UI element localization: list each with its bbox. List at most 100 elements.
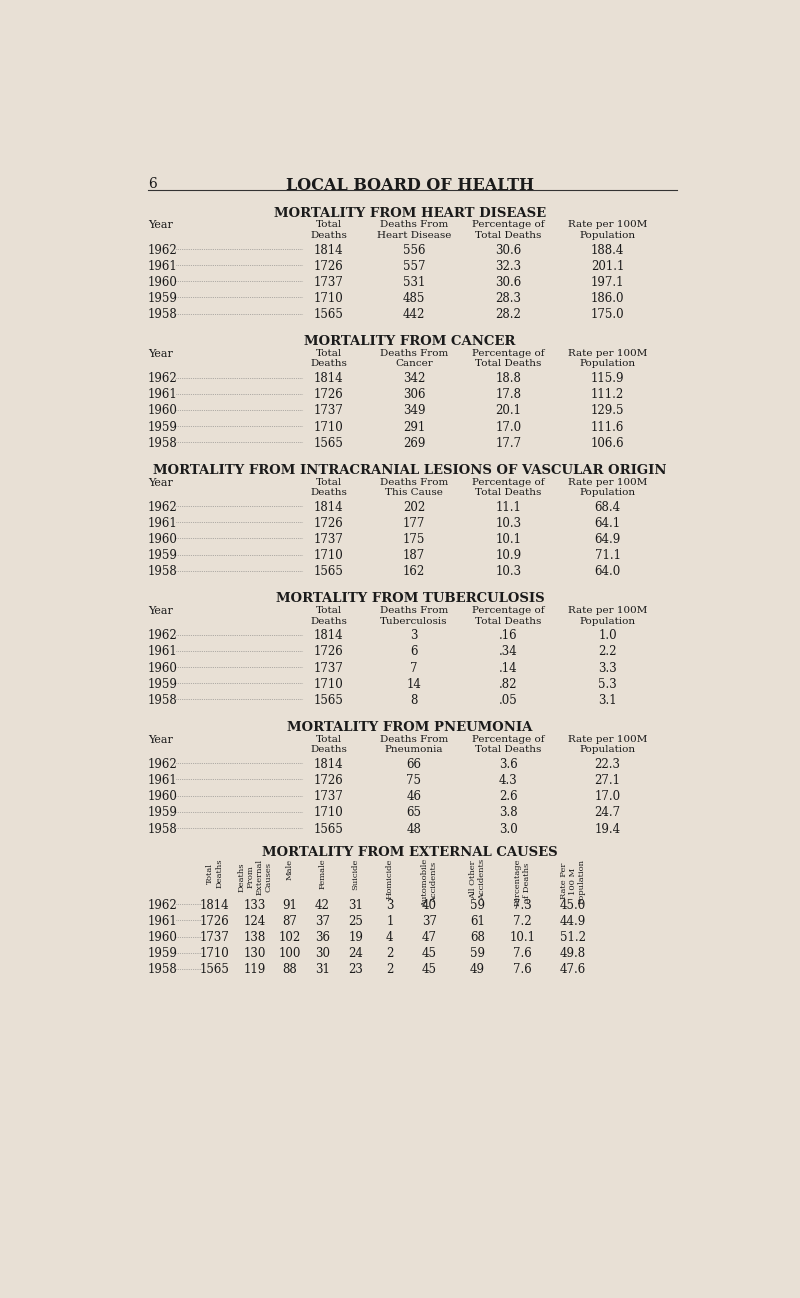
Text: 30: 30 [315,948,330,961]
Text: 88: 88 [282,963,298,976]
Text: 175.0: 175.0 [591,308,625,321]
Text: 17.0: 17.0 [495,421,522,434]
Text: 1962: 1962 [148,630,178,643]
Text: Deaths From
Heart Disease: Deaths From Heart Disease [377,221,451,240]
Text: 2.2: 2.2 [598,645,617,658]
Text: Deaths From
Cancer: Deaths From Cancer [380,349,448,369]
Text: Percentage of
Total Deaths: Percentage of Total Deaths [472,735,545,754]
Text: 3.3: 3.3 [598,662,617,675]
Text: 1962: 1962 [148,501,178,514]
Text: 17.7: 17.7 [495,437,522,450]
Text: 14: 14 [406,678,422,691]
Text: 1737: 1737 [314,533,343,546]
Text: 1737: 1737 [200,931,230,944]
Text: 291: 291 [402,421,425,434]
Text: 1814: 1814 [314,244,343,257]
Text: Year: Year [148,478,173,488]
Text: 133: 133 [244,898,266,911]
Text: 49: 49 [470,963,485,976]
Text: 91: 91 [282,898,298,911]
Text: 188.4: 188.4 [591,244,624,257]
Text: 7.6: 7.6 [513,963,532,976]
Text: 37: 37 [315,915,330,928]
Text: 10.3: 10.3 [495,517,522,530]
Text: 7: 7 [410,662,418,675]
Text: Percentage of
Total Deaths: Percentage of Total Deaths [472,478,545,497]
Text: 1958: 1958 [148,308,178,321]
Text: Total
Deaths: Total Deaths [310,349,347,369]
Text: 66: 66 [406,758,422,771]
Text: 37: 37 [422,915,437,928]
Text: 3.6: 3.6 [499,758,518,771]
Text: 1959: 1959 [148,806,178,819]
Text: 28.3: 28.3 [495,292,522,305]
Text: 1958: 1958 [148,963,178,976]
Text: 1814: 1814 [200,898,230,911]
Text: 30.6: 30.6 [495,244,522,257]
Text: 51.2: 51.2 [560,931,586,944]
Text: 65: 65 [406,806,422,819]
Text: 30.6: 30.6 [495,276,522,289]
Text: Automobile
Accidents: Automobile Accidents [421,859,438,907]
Text: 349: 349 [402,405,425,418]
Text: Percentage of
Total Deaths: Percentage of Total Deaths [472,349,545,369]
Text: 1814: 1814 [314,501,343,514]
Text: .14: .14 [499,662,518,675]
Text: 28.2: 28.2 [495,308,522,321]
Text: 10.3: 10.3 [495,566,522,579]
Text: 1960: 1960 [148,662,178,675]
Text: 68.4: 68.4 [594,501,621,514]
Text: 10.1: 10.1 [510,931,535,944]
Text: 87: 87 [282,915,298,928]
Text: 557: 557 [402,260,425,273]
Text: 24: 24 [348,948,363,961]
Text: 1565: 1565 [200,963,230,976]
Text: 47: 47 [422,931,437,944]
Text: 68: 68 [470,931,485,944]
Text: 1726: 1726 [200,915,230,928]
Text: Rate per 100M
Population: Rate per 100M Population [568,221,647,240]
Text: 32.3: 32.3 [495,260,522,273]
Text: Total
Deaths: Total Deaths [310,735,347,754]
Text: 3.1: 3.1 [598,694,617,707]
Text: MORTALITY FROM PNEUMONIA: MORTALITY FROM PNEUMONIA [287,720,533,733]
Text: 61: 61 [470,915,485,928]
Text: 175: 175 [402,533,425,546]
Text: 1959: 1959 [148,292,178,305]
Text: Year: Year [148,349,173,360]
Text: 64.1: 64.1 [594,517,621,530]
Text: MORTALITY FROM EXTERNAL CAUSES: MORTALITY FROM EXTERNAL CAUSES [262,846,558,859]
Text: 1710: 1710 [200,948,230,961]
Text: 1726: 1726 [314,645,343,658]
Text: 1961: 1961 [148,388,178,401]
Text: 1961: 1961 [148,260,178,273]
Text: 49.8: 49.8 [560,948,586,961]
Text: 115.9: 115.9 [591,373,624,386]
Text: 442: 442 [402,308,425,321]
Text: 44.9: 44.9 [560,915,586,928]
Text: MORTALITY FROM INTRACRANIAL LESIONS OF VASCULAR ORIGIN: MORTALITY FROM INTRACRANIAL LESIONS OF V… [154,463,666,476]
Text: 138: 138 [244,931,266,944]
Text: 22.3: 22.3 [594,758,621,771]
Text: 64.9: 64.9 [594,533,621,546]
Text: 1960: 1960 [148,931,178,944]
Text: 1726: 1726 [314,260,343,273]
Text: 1710: 1710 [314,678,343,691]
Text: 10.1: 10.1 [495,533,522,546]
Text: 1959: 1959 [148,678,178,691]
Text: Percentage
of Deaths: Percentage of Deaths [514,859,531,906]
Text: Homicide: Homicide [386,859,394,900]
Text: 1565: 1565 [314,823,343,836]
Text: 1565: 1565 [314,694,343,707]
Text: Female: Female [318,859,326,889]
Text: Year: Year [148,606,173,617]
Text: LOCAL BOARD OF HEALTH: LOCAL BOARD OF HEALTH [286,178,534,195]
Text: 2: 2 [386,948,394,961]
Text: 106.6: 106.6 [591,437,625,450]
Text: 11.1: 11.1 [495,501,522,514]
Text: 1814: 1814 [314,630,343,643]
Text: 27.1: 27.1 [594,774,621,787]
Text: Rate Per
100 M
Population: Rate Per 100 M Population [559,859,586,903]
Text: Rate per 100M
Population: Rate per 100M Population [568,478,647,497]
Text: 1959: 1959 [148,549,178,562]
